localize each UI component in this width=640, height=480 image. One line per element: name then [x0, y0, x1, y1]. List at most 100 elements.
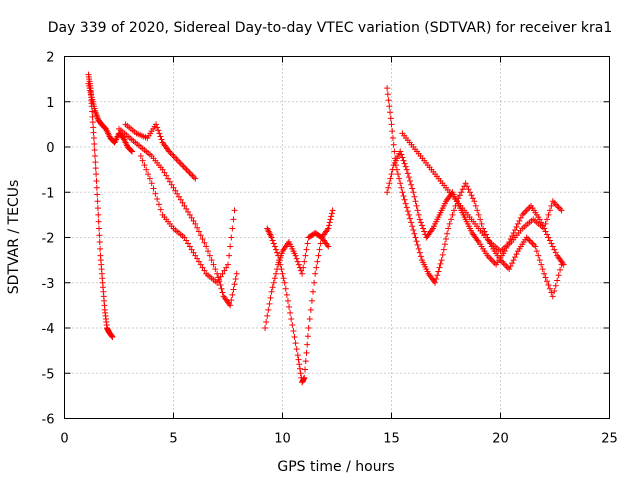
- data-point: [227, 243, 234, 250]
- data-point: [384, 189, 391, 196]
- data-point: [398, 151, 405, 158]
- data-point: [552, 249, 559, 256]
- data-point: [302, 366, 309, 373]
- data-point: [298, 267, 305, 274]
- data-point: [221, 267, 228, 274]
- data-point: [173, 156, 180, 163]
- data-point: [185, 208, 192, 215]
- data-point: [174, 157, 181, 164]
- data-point: [271, 275, 278, 282]
- data-point: [325, 243, 332, 250]
- series-track-g-pass-10h-upper: [262, 229, 332, 331]
- data-point: [302, 252, 309, 259]
- data-point: [89, 119, 96, 126]
- data-point: [96, 225, 103, 232]
- data-point: [270, 240, 277, 247]
- y-tick-label: -4: [42, 322, 55, 337]
- data-point: [185, 240, 192, 247]
- data-point: [541, 225, 548, 232]
- data-point: [529, 240, 536, 247]
- data-point: [146, 175, 153, 182]
- data-point: [404, 170, 411, 177]
- data-point: [302, 358, 309, 365]
- data-point: [398, 184, 405, 191]
- data-point: [412, 234, 419, 241]
- data-point: [506, 266, 513, 273]
- data-point: [535, 252, 542, 259]
- data-point: [210, 261, 217, 268]
- data-point: [96, 232, 103, 239]
- data-point: [435, 268, 442, 275]
- data-point: [417, 253, 424, 260]
- data-point: [542, 220, 549, 227]
- x-tick-label: 5: [169, 432, 177, 447]
- data-point: [268, 288, 275, 295]
- data-point: [407, 177, 414, 184]
- data-point: [401, 160, 408, 167]
- y-axis-label: SDTVAR / TECUs: [6, 180, 22, 295]
- series-track-c-mid-descent: [116, 125, 240, 309]
- data-point: [504, 264, 511, 271]
- data-point: [266, 300, 273, 307]
- data-point: [400, 193, 407, 200]
- data-point: [514, 220, 521, 227]
- data-point: [491, 260, 498, 267]
- data-point: [387, 115, 394, 122]
- data-point: [408, 181, 415, 188]
- data-point: [456, 192, 463, 199]
- data-point: [272, 270, 279, 277]
- data-point: [294, 352, 301, 359]
- data-point: [268, 234, 275, 241]
- data-point: [316, 246, 323, 253]
- data-point: [154, 124, 161, 131]
- data-point: [195, 258, 202, 265]
- data-point: [155, 201, 162, 208]
- data-point: [272, 246, 279, 253]
- data-point: [421, 228, 428, 235]
- data-point: [549, 198, 556, 205]
- data-point: [293, 255, 300, 262]
- data-point: [231, 281, 238, 288]
- data-point: [96, 239, 103, 246]
- data-point: [490, 258, 497, 265]
- x-axis-label: GPS time / hours: [277, 459, 394, 475]
- data-point: [548, 289, 555, 296]
- data-point: [95, 218, 102, 225]
- data-point: [203, 243, 210, 250]
- data-point: [416, 216, 423, 223]
- data-point: [280, 275, 287, 282]
- data-point: [402, 163, 409, 170]
- data-point: [385, 184, 392, 191]
- data-point: [194, 224, 201, 231]
- data-point: [301, 374, 308, 381]
- data-point: [300, 264, 307, 271]
- data-point: [469, 195, 476, 202]
- data-point: [538, 261, 545, 268]
- data-point: [472, 202, 479, 209]
- data-point: [199, 264, 206, 271]
- data-point: [168, 181, 175, 188]
- data-point: [301, 258, 308, 265]
- data-point: [410, 189, 417, 196]
- data-point: [264, 312, 271, 319]
- data-point: [500, 260, 507, 267]
- data-point: [269, 237, 276, 244]
- series-track-f-pass-10h: [264, 207, 336, 386]
- data-point: [409, 223, 416, 230]
- data-point: [409, 185, 416, 192]
- data-point: [180, 163, 187, 170]
- data-point: [181, 202, 188, 209]
- data-point: [397, 180, 404, 187]
- data-point: [408, 219, 415, 226]
- data-point: [391, 148, 398, 155]
- data-point: [311, 279, 318, 286]
- data-point: [232, 275, 239, 282]
- data-point: [328, 210, 335, 217]
- data-point: [416, 249, 423, 256]
- data-point: [179, 199, 186, 206]
- data-point: [326, 222, 333, 229]
- data-point: [552, 201, 559, 208]
- data-point: [267, 294, 274, 301]
- data-point: [177, 196, 184, 203]
- data-point: [217, 273, 224, 280]
